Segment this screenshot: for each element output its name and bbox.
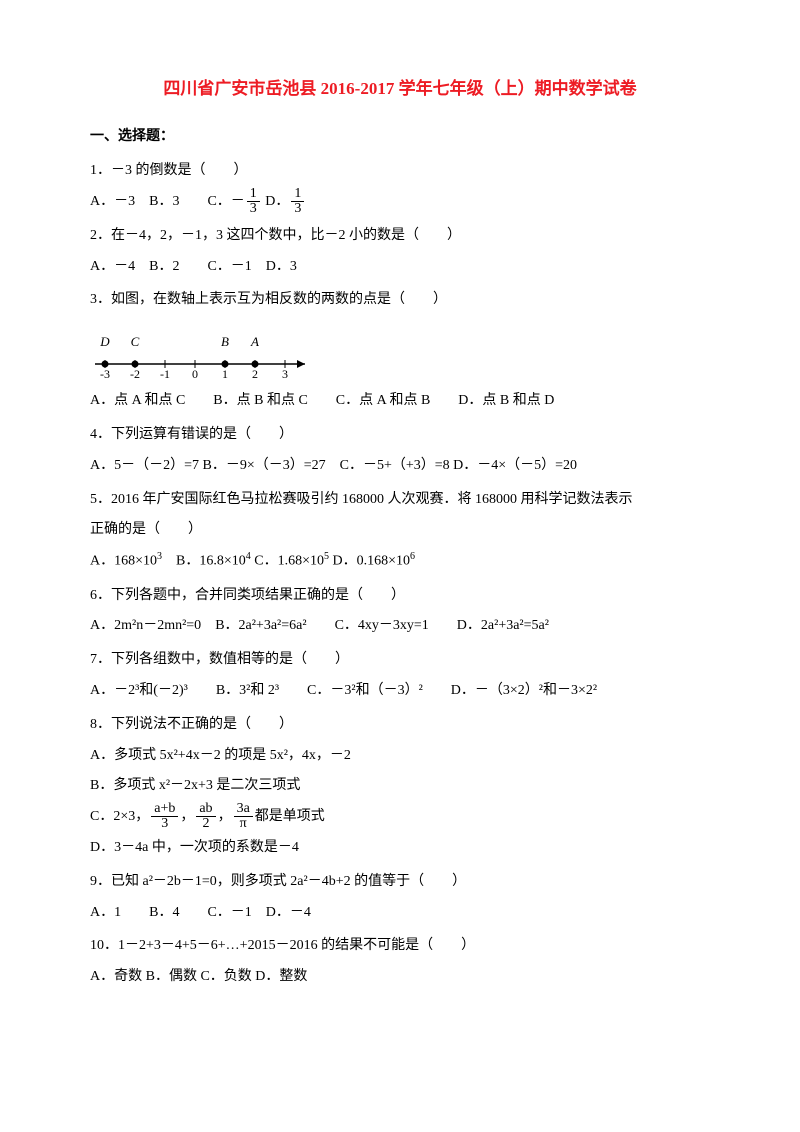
point-a-label: A [250, 334, 259, 349]
q1-frac-c: 13 [247, 187, 260, 216]
point-d-label: D [99, 334, 110, 349]
question-5: 5．2016 年广安国际红色马拉松赛吸引约 168000 人次观赛．将 1680… [90, 485, 710, 578]
q4-options: A．5－（－2）=7 B．－9×（－3）=27 C．－5+（+3）=8 D．－4… [90, 451, 710, 482]
q8-optC: C．2×3，a+b3，ab2，3aπ都是单项式 [90, 802, 710, 833]
q8-frac3: 3aπ [234, 802, 253, 831]
q2-stem: 2．在－4，2，－1，3 这四个数中，比－2 小的数是（ ） [90, 221, 710, 252]
tick-n2: -2 [130, 367, 140, 381]
point-b-label: B [221, 334, 229, 349]
question-6: 6．下列各题中，合并同类项结果正确的是（ ） A．2m²n－2mn²=0 B．2… [90, 581, 710, 643]
point-c-label: C [131, 334, 140, 349]
q5-stem2: 正确的是（ ） [90, 515, 710, 546]
question-9: 9．已知 a²－2b－1=0，则多项式 2a²－4b+2 的值等于（ ） A．1… [90, 867, 710, 929]
q9-stem: 9．已知 a²－2b－1=0，则多项式 2a²－4b+2 的值等于（ ） [90, 867, 710, 898]
q8-stem: 8．下列说法不正确的是（ ） [90, 710, 710, 741]
tick-n3: -3 [100, 367, 110, 381]
q6-options: A．2m²n－2mn²=0 B．2a²+3a²=6a² C．4xy－3xy=1 … [90, 611, 710, 642]
q10-stem: 10．1－2+3－4+5－6+…+2015－2016 的结果不可能是（ ） [90, 931, 710, 962]
question-4: 4．下列运算有错误的是（ ） A．5－（－2）=7 B．－9×（－3）=27 C… [90, 420, 710, 482]
tick-0: 0 [192, 367, 198, 381]
q7-options: A．－2³和(－2)³ B．3²和 2³ C．－3²和（－3）² D．－（3×2… [90, 676, 710, 707]
q5-options: A．168×103 B．16.8×104 C．1.68×105 D．0.168×… [90, 546, 710, 577]
question-1: 1．－3 的倒数是（ ） A．－3 B．3 C．－13 D．13 [90, 156, 710, 218]
q7-stem: 7．下列各组数中，数值相等的是（ ） [90, 645, 710, 676]
question-2: 2．在－4，2，－1，3 这四个数中，比－2 小的数是（ ） A．－4 B．2 … [90, 221, 710, 283]
tick-3: 3 [282, 367, 288, 381]
q10-options: A．奇数 B．偶数 C．负数 D．整数 [90, 962, 710, 993]
q1-stem: 1．－3 的倒数是（ ） [90, 156, 710, 187]
question-3: 3．如图，在数轴上表示互为相反数的两数的点是（ ） D C B A -3 -2 … [90, 285, 710, 417]
question-10: 10．1－2+3－4+5－6+…+2015－2016 的结果不可能是（ ） A．… [90, 931, 710, 993]
q5-stem1: 5．2016 年广安国际红色马拉松赛吸引约 168000 人次观赛．将 1680… [90, 485, 710, 516]
section-header: 一、选择题： [90, 122, 710, 153]
q1-opt-mid: D． [262, 194, 290, 209]
q1-options: A．－3 B．3 C．－13 D．13 [90, 187, 710, 218]
q3-options: A．点 A 和点 C B．点 B 和点 C C．点 A 和点 B D．点 B 和… [90, 386, 710, 417]
q1-opt-prefix: A．－3 B．3 C．－ [90, 194, 245, 209]
q4-stem: 4．下列运算有错误的是（ ） [90, 420, 710, 451]
q8-optD: D．3－4a 中，一次项的系数是－4 [90, 833, 710, 864]
q1-frac-d: 13 [291, 187, 304, 216]
q2-options: A．－4 B．2 C．－1 D．3 [90, 252, 710, 283]
q9-options: A．1 B．4 C．－1 D．－4 [90, 898, 710, 929]
tick-n1: -1 [160, 367, 170, 381]
tick-2: 2 [252, 367, 258, 381]
q8-optB: B．多项式 x²－2x+3 是二次三项式 [90, 771, 710, 802]
q3-stem: 3．如图，在数轴上表示互为相反数的两数的点是（ ） [90, 285, 710, 316]
question-8: 8．下列说法不正确的是（ ） A．多项式 5x²+4x－2 的项是 5x²，4x… [90, 710, 710, 864]
q6-stem: 6．下列各题中，合并同类项结果正确的是（ ） [90, 581, 710, 612]
number-line-figure: D C B A -3 -2 -1 0 1 2 3 [90, 326, 710, 381]
q8-optA: A．多项式 5x²+4x－2 的项是 5x²，4x，－2 [90, 741, 710, 772]
exam-title: 四川省广安市岳池县 2016-2017 学年七年级（上）期中数学试卷 [90, 70, 710, 107]
q8-frac2: ab2 [196, 802, 215, 831]
question-7: 7．下列各组数中，数值相等的是（ ） A．－2³和(－2)³ B．3²和 2³ … [90, 645, 710, 707]
q8-frac1: a+b3 [151, 802, 178, 831]
tick-1: 1 [222, 367, 228, 381]
